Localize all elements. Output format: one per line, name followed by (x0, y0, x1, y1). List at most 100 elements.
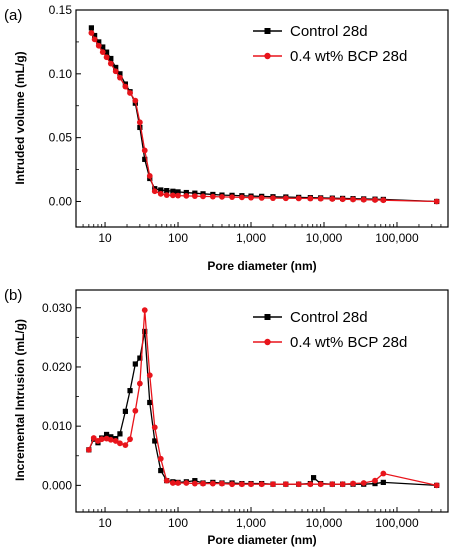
x-tick-label: 10,000 (306, 516, 343, 530)
legend-label: Control 28d (290, 23, 368, 40)
data-point (380, 479, 386, 485)
data-point (163, 192, 170, 198)
data-point (141, 147, 148, 154)
data-point (258, 481, 265, 488)
data-point (307, 481, 314, 488)
data-point (142, 328, 148, 335)
data-point (88, 30, 95, 36)
y-axis-title: Intruded volume (mL/g) (13, 51, 27, 184)
data-point (350, 480, 356, 487)
data-point (248, 194, 254, 201)
data-point (132, 97, 139, 104)
data-point (142, 156, 148, 162)
data-point (95, 42, 102, 49)
data-point (295, 481, 302, 488)
legend: Control 28d 0.4 wt% BCP 28d (253, 23, 407, 65)
data-point (238, 481, 245, 488)
y-tick-label: 0.020 (42, 360, 72, 374)
data-point (380, 197, 387, 204)
data-point (137, 355, 143, 361)
data-point (310, 475, 317, 481)
data-point (192, 190, 198, 196)
data-point (107, 60, 114, 67)
data-point (122, 83, 129, 90)
data-point (108, 434, 114, 440)
data-point (200, 193, 206, 200)
data-point (132, 361, 138, 367)
x-axis: 10 100 1,000 10,000 100,000 (75, 222, 449, 245)
data-point (122, 408, 128, 414)
data-point (270, 195, 276, 202)
data-point (433, 198, 440, 205)
data-point (380, 470, 387, 477)
series-line-1 (90, 32, 437, 203)
data-point (91, 36, 98, 43)
data-point (90, 435, 97, 441)
legend-item-control: Control 28d (253, 309, 368, 326)
data-point (229, 481, 235, 488)
data-point (282, 195, 289, 202)
data-point (170, 188, 176, 194)
legend-item-bcp: 0.4 wt% BCP 28d (253, 48, 407, 65)
data-point (350, 196, 356, 203)
data-point (85, 446, 92, 453)
data-point (209, 193, 216, 200)
plot-frame (75, 289, 449, 513)
y-tick-label: 0.10 (49, 67, 73, 81)
data-point (151, 424, 158, 431)
x-tick-label: 10 (98, 231, 112, 245)
legend-item-control: Control 28d (253, 23, 368, 40)
panel-a: (a) 10 100 1,000 10,000 100,000 0.00 0.05 0.10… (4, 3, 449, 273)
data-point (127, 388, 133, 394)
data-point (248, 481, 254, 488)
data-point (146, 173, 153, 179)
data-point (209, 480, 216, 487)
x-tick-label: 100,000 (375, 231, 419, 245)
data-point (433, 482, 440, 489)
data-point (219, 480, 225, 487)
data-point (175, 480, 181, 486)
data-point (127, 436, 133, 443)
x-tick-label: 10,000 (306, 231, 343, 245)
legend: Control 28d 0.4 wt% BCP 28d (253, 309, 407, 351)
data-point (108, 55, 114, 62)
data-point (157, 190, 164, 197)
data-point (372, 480, 378, 487)
y-tick-label: 0.05 (49, 131, 73, 145)
series-group (85, 307, 440, 489)
data-point (163, 477, 170, 484)
data-point (183, 480, 190, 486)
x-tick-label: 1,000 (236, 516, 266, 530)
data-point (360, 480, 367, 486)
legend-marker (264, 28, 271, 34)
y-tick-label: 0.00 (49, 194, 73, 208)
y-tick-label: 0.15 (49, 3, 73, 17)
data-point (136, 119, 143, 126)
data-point (96, 39, 102, 45)
y-axis: 0.000 0.010 0.020 0.030 (42, 301, 81, 492)
data-point (112, 438, 119, 444)
legend-label: 0.4 wt% BCP 28d (290, 334, 407, 351)
data-point (88, 25, 94, 31)
data-point (164, 188, 170, 194)
data-point (282, 481, 289, 488)
data-point (99, 49, 106, 56)
data-point (339, 481, 346, 488)
y-tick-label: 0.000 (42, 478, 72, 492)
data-point (307, 195, 314, 202)
data-point (92, 32, 98, 39)
data-point (317, 481, 324, 488)
data-point (169, 480, 176, 486)
data-point (192, 478, 198, 484)
data-point (141, 307, 148, 314)
data-point (103, 431, 110, 438)
data-point (147, 399, 153, 406)
data-point (112, 68, 119, 75)
data-point (158, 187, 164, 193)
x-tick-label: 10 (98, 516, 112, 530)
x-axis-title: Pore diameter (nm) (207, 259, 316, 273)
legend-label: 0.4 wt% BCP 28d (290, 48, 407, 65)
data-point (329, 196, 336, 202)
legend-label: Control 28d (290, 309, 368, 326)
